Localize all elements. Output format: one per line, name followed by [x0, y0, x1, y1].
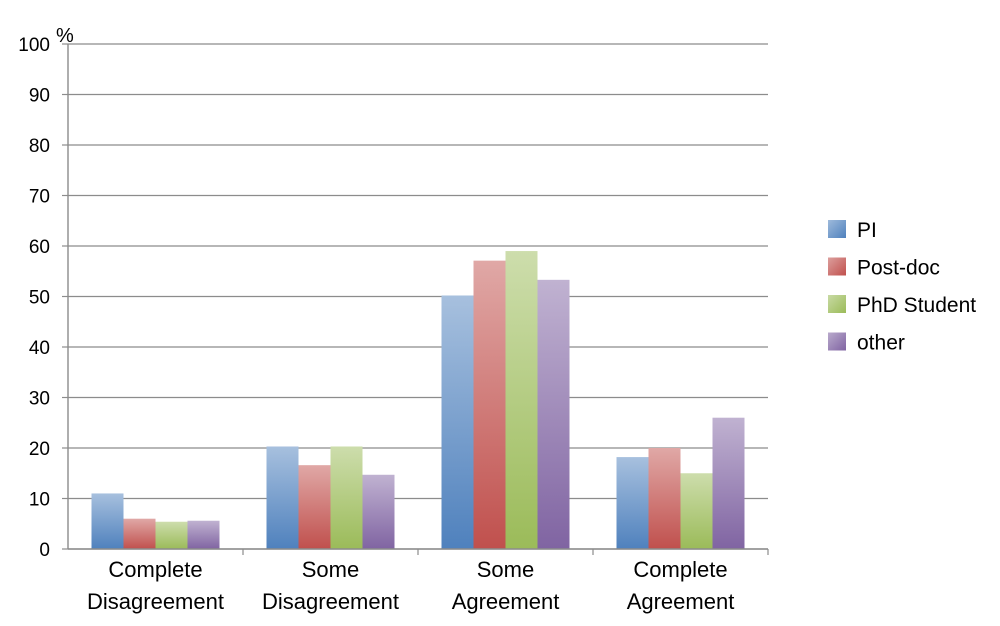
legend-label: other	[857, 332, 905, 355]
gridlines	[68, 43, 768, 550]
bar-other	[187, 520, 220, 549]
x-category-label: Some	[477, 557, 534, 582]
x-category-label: Agreement	[452, 589, 560, 614]
bar-post-doc	[123, 518, 156, 549]
bar-other	[712, 417, 745, 549]
y-tick-label: 70	[29, 187, 50, 208]
y-tick-label: 80	[29, 136, 50, 157]
legend-swatch	[828, 295, 846, 313]
bar-post-doc	[648, 448, 681, 549]
x-category-label: Some	[302, 557, 359, 582]
legend-label: PhD Student	[857, 294, 976, 317]
bars	[91, 251, 745, 550]
legend-swatch	[828, 220, 846, 238]
bar-other	[537, 279, 570, 549]
bar-phd-student	[330, 446, 363, 549]
y-tick-label: 40	[29, 338, 50, 359]
bar-post-doc	[473, 260, 506, 549]
y-tick-label: 60	[29, 237, 50, 258]
y-tick-label: 0	[39, 540, 50, 561]
y-tick-label: 30	[29, 389, 50, 410]
bar-phd-student	[155, 521, 188, 549]
legend: PI Post-doc PhD Student other	[828, 219, 976, 355]
bar-pi	[616, 457, 649, 549]
y-tick-label: 10	[29, 490, 50, 511]
x-category-label: Agreement	[627, 589, 735, 614]
x-category-label: Complete	[108, 557, 202, 582]
y-tick-label: 20	[29, 439, 50, 460]
x-category-label: Disagreement	[262, 589, 399, 614]
bar-other	[362, 474, 395, 549]
bar-pi	[441, 295, 474, 549]
bar-pi	[91, 493, 124, 549]
x-category-label: Complete	[633, 557, 727, 582]
axes: 0 10 20 30 40 50 60 70 80 90 100 Complete Disagreeme…	[18, 35, 769, 614]
legend-swatch	[828, 332, 846, 351]
bar-phd-student	[505, 251, 538, 550]
x-category-label: Disagreement	[87, 589, 224, 614]
bar-pi	[266, 446, 299, 549]
y-axis-unit-label: %	[56, 25, 74, 47]
y-tick-label: 90	[29, 86, 50, 107]
y-tick-label: 50	[29, 288, 50, 309]
legend-label: Post-doc	[857, 257, 940, 280]
legend-swatch	[828, 257, 846, 276]
bar-post-doc	[298, 465, 331, 549]
legend-label: PI	[857, 219, 877, 242]
bar-phd-student	[680, 473, 713, 549]
y-tick-label: 100	[18, 35, 50, 56]
